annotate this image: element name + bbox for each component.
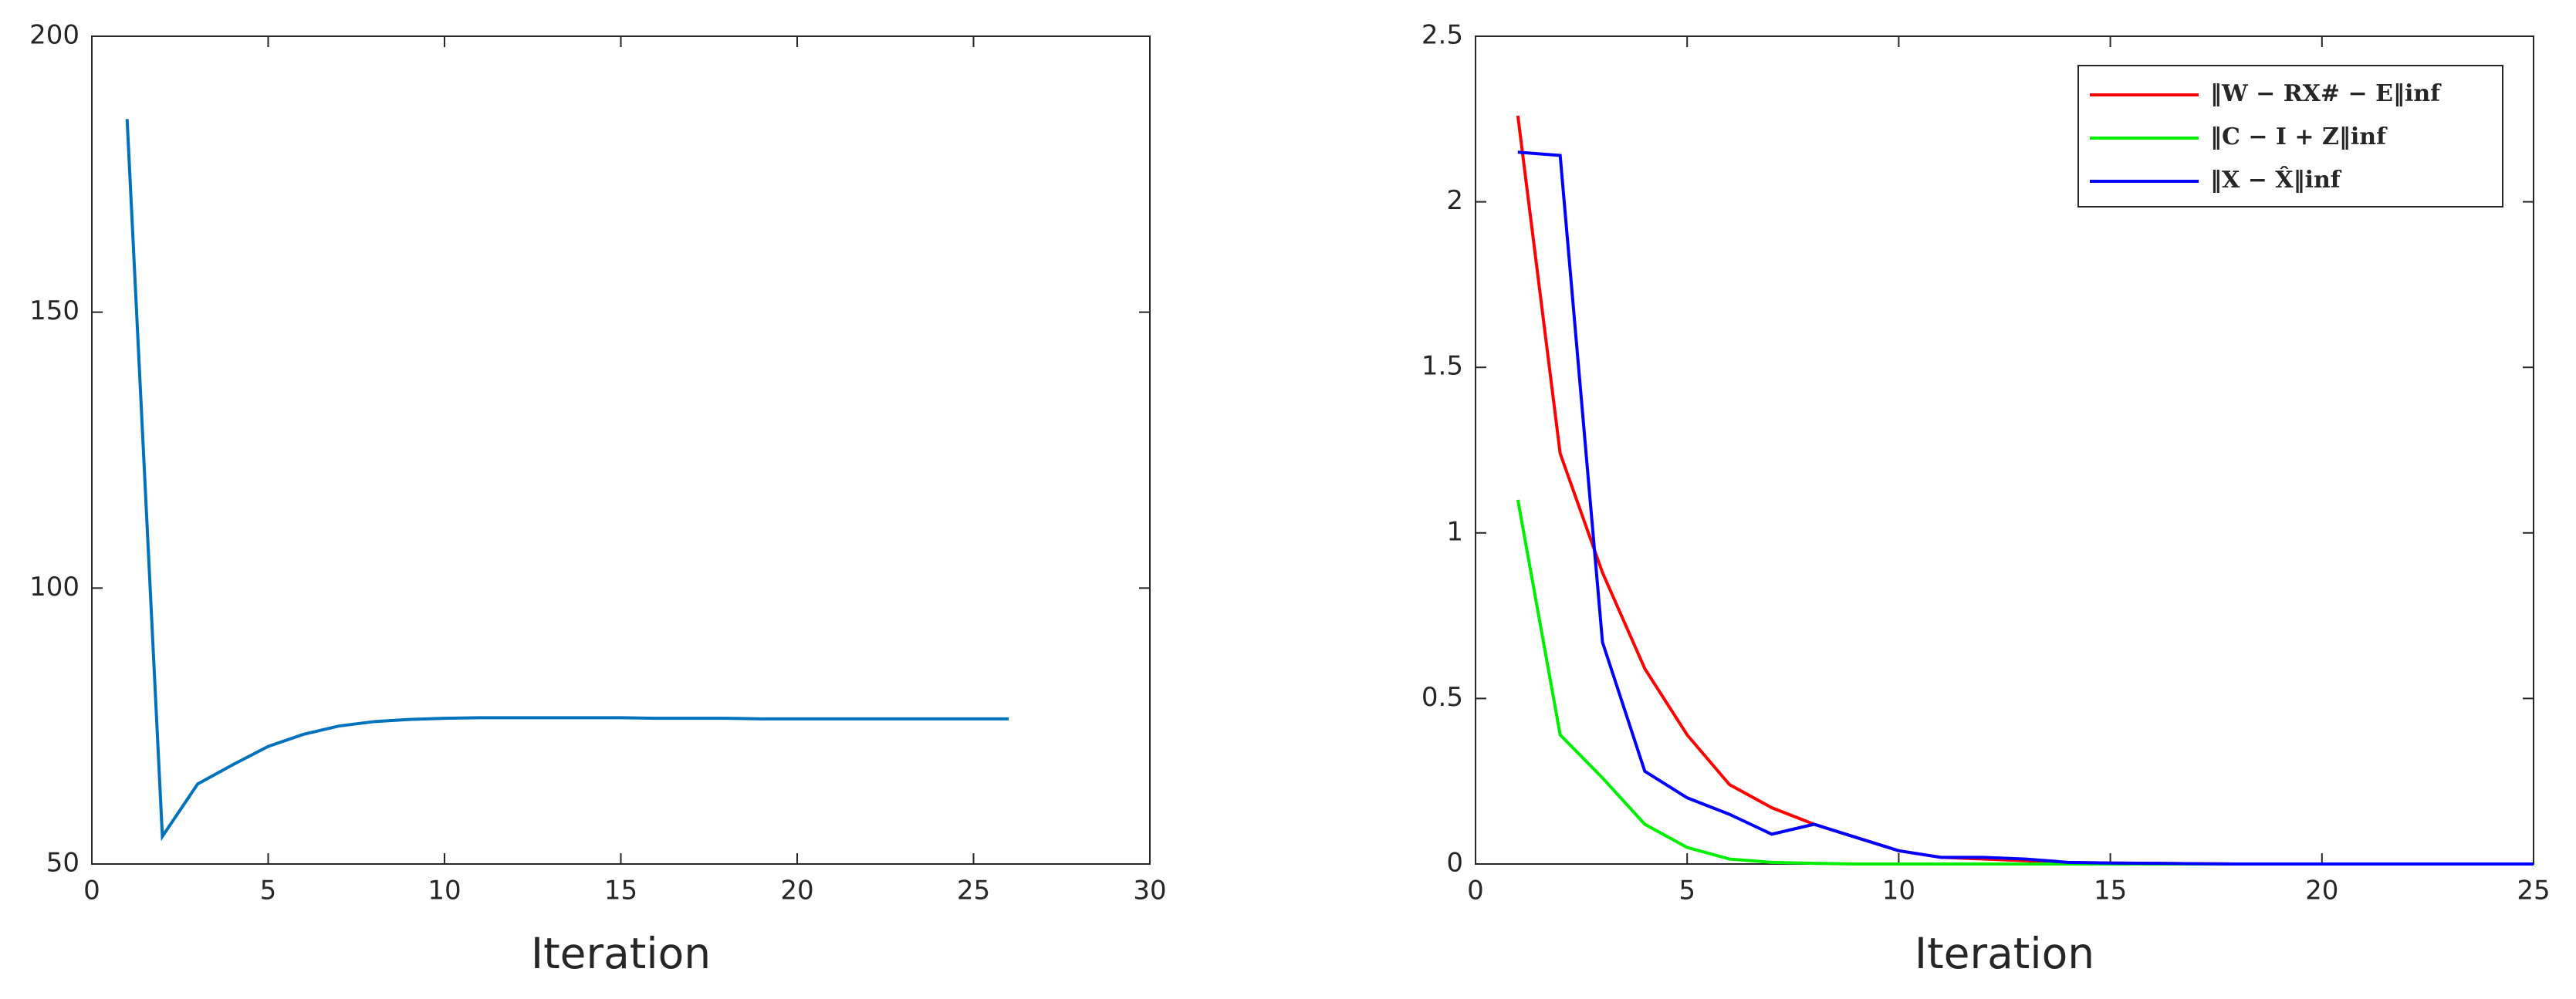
legend-label: ‖W − RX# − E‖inf: [2210, 80, 2442, 107]
x-axis-label: Iteration: [1915, 929, 2094, 978]
x-tick-label: 25: [2517, 876, 2550, 906]
x-tick-label: 5: [260, 876, 277, 906]
x-tick-label: 0: [1467, 876, 1484, 906]
x-tick-label: 15: [604, 876, 637, 906]
x-tick-label: 5: [1678, 876, 1695, 906]
x-tick-label: 0: [83, 876, 100, 906]
legend-label: ‖X − X̂‖inf: [2210, 167, 2342, 194]
x-axis-label: Iteration: [531, 929, 711, 978]
legend-label: ‖C − I + Z‖inf: [2210, 123, 2388, 150]
y-tick-label: 0: [1446, 848, 1463, 879]
legend-box: [2077, 65, 2503, 208]
y-tick-label: 0.5: [1422, 682, 1463, 713]
data-line: [1516, 115, 2534, 866]
x-tick-label: 10: [1882, 876, 1915, 906]
data-line: [125, 119, 1009, 842]
y-tick-label: 1.5: [1422, 351, 1463, 382]
x-tick-label: 10: [428, 876, 461, 906]
y-tick-label: 100: [29, 572, 79, 602]
data-line: [1517, 150, 2534, 866]
y-tick-label: 2.5: [1422, 20, 1463, 51]
x-tick-label: 20: [780, 876, 813, 906]
x-tick-label: 15: [2094, 876, 2127, 906]
y-tick-label: 2: [1446, 185, 1463, 216]
axes-box: [91, 35, 1151, 865]
y-tick-label: 200: [29, 20, 79, 51]
y-tick-label: 1: [1446, 516, 1463, 547]
x-tick-label: 25: [957, 876, 990, 906]
data-line: [1516, 499, 2534, 866]
x-tick-label: 20: [2305, 876, 2338, 906]
y-tick-label: 150: [29, 295, 79, 326]
y-tick-label: 50: [46, 848, 79, 879]
x-tick-label: 30: [1133, 876, 1166, 906]
